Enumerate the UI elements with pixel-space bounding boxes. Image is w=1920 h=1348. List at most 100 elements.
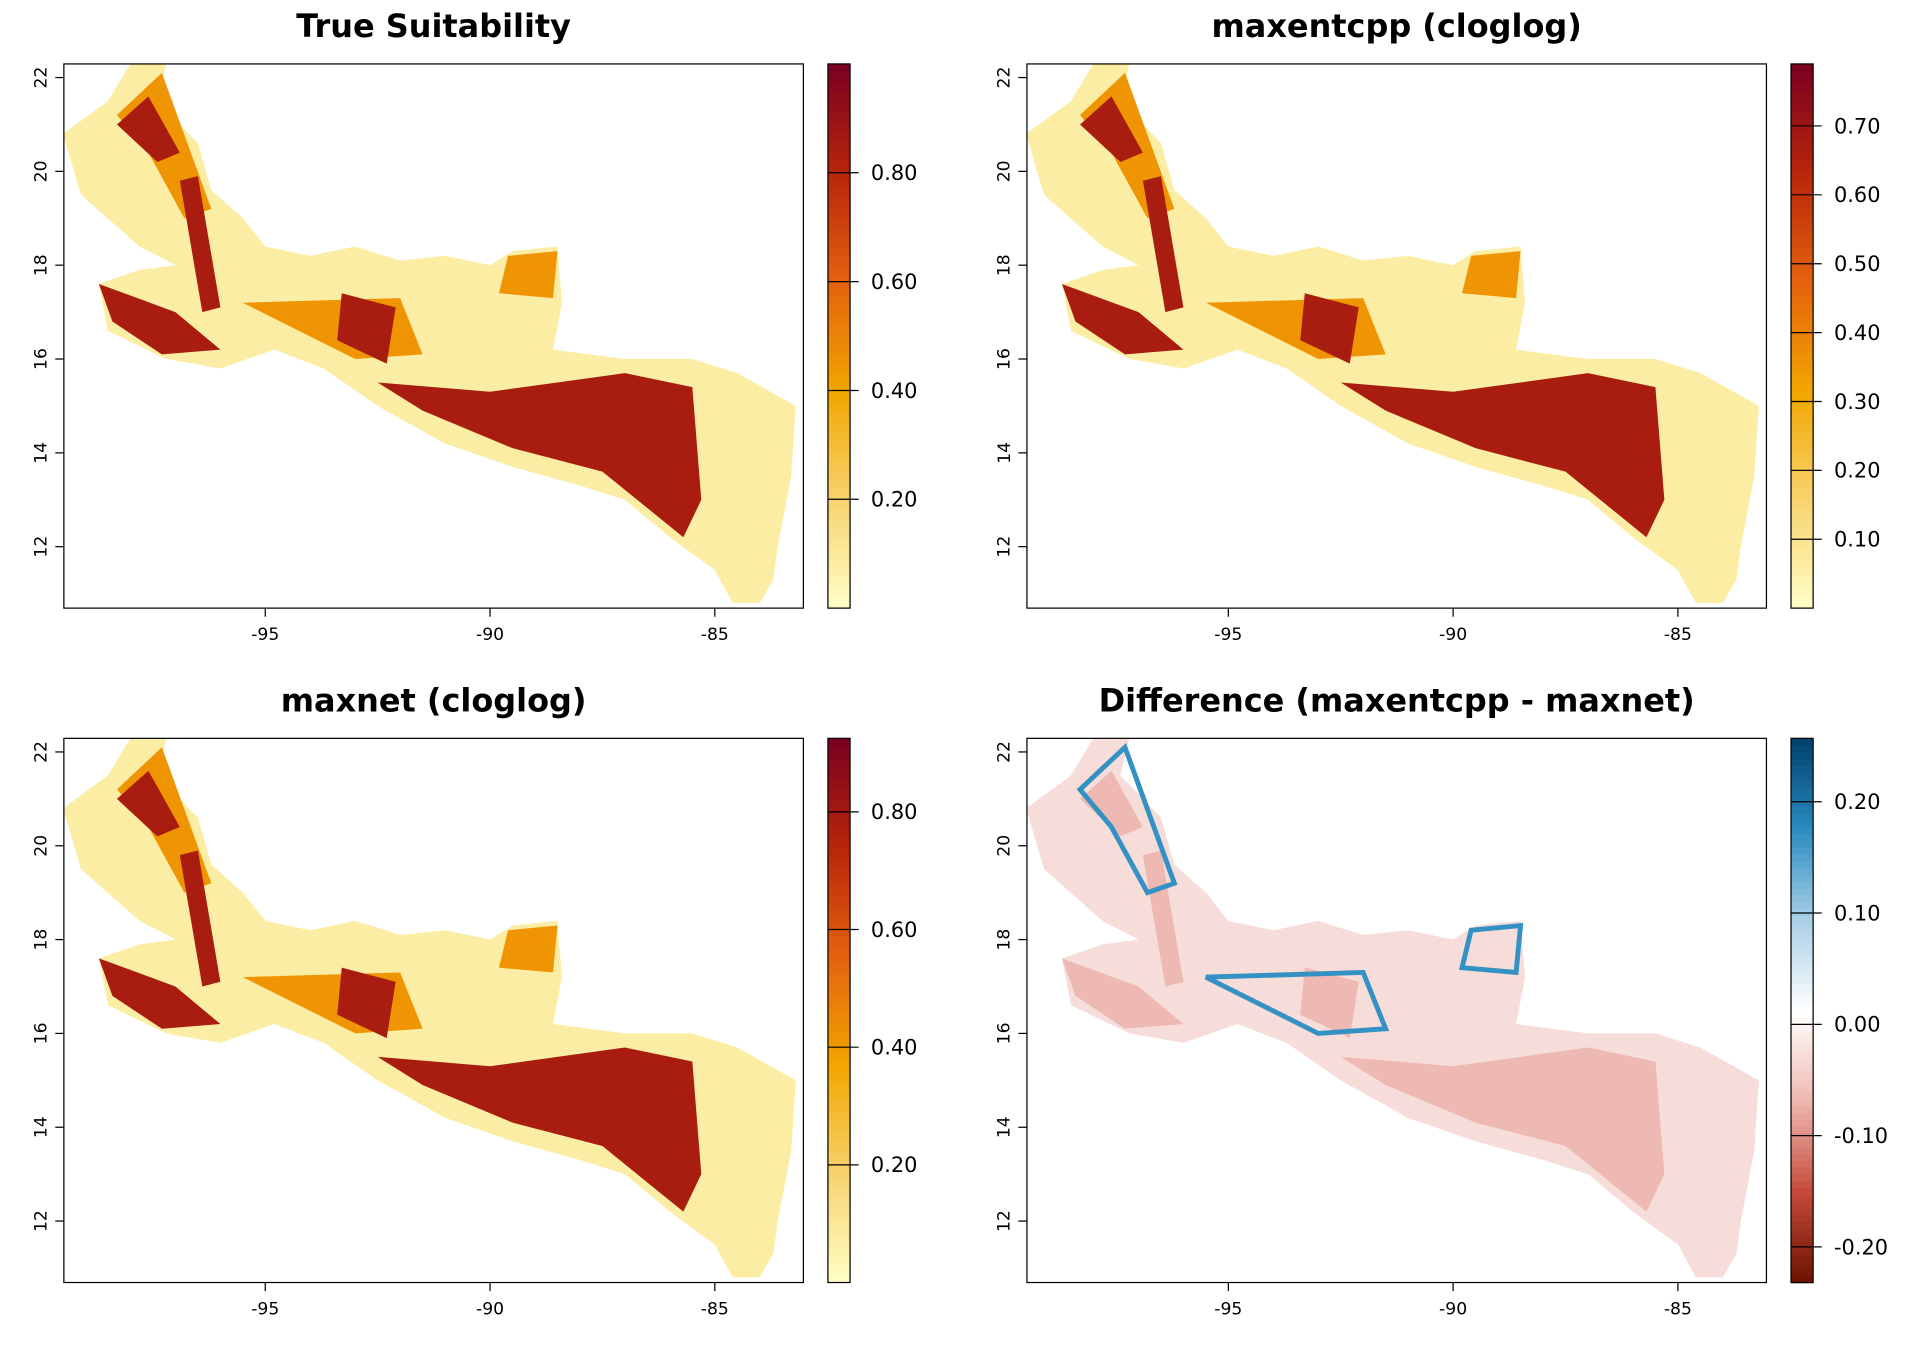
y-tick-label: 22	[32, 741, 52, 763]
colorbar-step	[827, 1003, 851, 1012]
colorbar-step	[827, 363, 851, 371]
colorbar-step	[1791, 70, 1814, 79]
colorbar-step	[1791, 738, 1814, 746]
colorbar-step	[1791, 867, 1814, 876]
colorbar-step	[1791, 417, 1814, 426]
colorbar-step	[827, 1228, 851, 1236]
colorbar-step	[827, 125, 851, 133]
colorbar-step	[827, 302, 851, 310]
colorbar-step	[827, 438, 851, 446]
colorbar-step	[1791, 91, 1814, 99]
colorbar-step	[827, 1214, 851, 1223]
colorbar-step	[827, 1010, 851, 1018]
colorbar-step	[1791, 1228, 1814, 1236]
colorbar-step	[827, 1248, 851, 1257]
map-region	[98, 283, 221, 355]
colorbar-step	[827, 111, 851, 120]
colorbar-step	[1791, 254, 1814, 262]
colorbar-step	[827, 1024, 851, 1032]
colorbar-step	[827, 996, 851, 1005]
map-region	[1076, 742, 1178, 896]
x-tick-label: -95	[1214, 1299, 1242, 1319]
colorbar-step	[827, 921, 851, 930]
plot-frame	[63, 63, 804, 609]
colorbar-step	[1791, 295, 1814, 303]
colorbar-tick-label: 0.40	[871, 379, 917, 403]
x-tick-label: -95	[251, 625, 279, 645]
colorbar-tick-label: 0.10	[1834, 901, 1880, 925]
colorbar-step	[827, 928, 851, 937]
colorbar-tick-label: 0.00	[1834, 1013, 1880, 1037]
panel-title: True Suitability	[296, 7, 571, 45]
colorbar-step	[1791, 1255, 1814, 1263]
x-tick-label: -85	[701, 625, 729, 645]
colorbar-step	[827, 506, 851, 514]
colorbar-step	[1791, 1003, 1814, 1012]
colorbar-tick-label: 0.10	[1834, 528, 1880, 552]
colorbar-tick-label: -0.10	[1834, 1124, 1888, 1148]
colorbar-step	[1791, 1119, 1814, 1127]
colorbar-step	[827, 213, 851, 222]
colorbar-step	[827, 587, 851, 596]
y-tick-label: 18	[995, 929, 1015, 951]
colorbar-step	[1791, 485, 1814, 494]
colorbar-step	[827, 519, 851, 528]
colorbar-step	[827, 765, 851, 774]
colorbar-step	[1791, 322, 1814, 330]
colorbar-step	[827, 172, 851, 181]
colorbar-step	[1791, 881, 1814, 889]
colorbar-step	[1791, 145, 1814, 154]
colorbar-step	[827, 152, 851, 160]
colorbar-tick-label: 0.40	[871, 1036, 917, 1060]
y-tick-label: 20	[995, 160, 1015, 182]
colorbar-step	[827, 1221, 851, 1229]
colorbar-step	[1791, 376, 1814, 385]
colorbar-step	[827, 84, 851, 92]
colorbar-step	[827, 206, 851, 215]
map-region	[1300, 967, 1359, 1039]
colorbar-frame	[827, 737, 851, 1284]
colorbar-step	[827, 342, 851, 351]
colorbar-step	[1791, 84, 1814, 92]
colorbar-step	[827, 404, 851, 412]
colorbar-step	[827, 329, 851, 337]
colorbar-step	[1791, 1092, 1814, 1100]
colorbar-step	[1791, 887, 1814, 896]
colorbar-step	[827, 779, 851, 787]
y-tick-label: 16	[995, 348, 1015, 370]
colorbar-step	[1791, 1098, 1814, 1107]
colorbar-step	[827, 1153, 851, 1161]
colorbar-step	[827, 867, 851, 876]
colorbar-step	[1791, 601, 1814, 609]
colorbar-step	[827, 1071, 851, 1080]
colorbar-step	[827, 478, 851, 487]
colorbar-step	[827, 97, 851, 106]
colorbar-step	[827, 1098, 851, 1107]
colorbar-step	[827, 1255, 851, 1263]
colorbar-step	[1791, 1187, 1814, 1195]
colorbar-step	[1791, 935, 1814, 944]
colorbar-step	[827, 63, 851, 72]
colorbar-step	[827, 594, 851, 603]
colorbar-step	[827, 179, 851, 188]
colorbar-step	[1791, 227, 1814, 235]
colorbar-step	[827, 295, 851, 303]
colorbar-step	[827, 772, 851, 780]
colorbar-step	[1791, 506, 1814, 514]
colorbar-step	[827, 1200, 851, 1209]
colorbar-step	[1791, 390, 1814, 398]
colorbar-step	[827, 935, 851, 944]
colorbar-step	[827, 881, 851, 889]
colorbar-step	[1791, 1248, 1814, 1257]
colorbar-step	[1791, 247, 1814, 256]
colorbar-step	[827, 574, 851, 582]
colorbar-step	[1791, 990, 1814, 998]
colorbar-step	[1791, 928, 1814, 937]
colorbar-step	[1791, 983, 1814, 991]
colorbar-step	[1791, 1126, 1814, 1134]
colorbar-step	[1791, 1051, 1814, 1059]
colorbar-step	[1791, 370, 1814, 378]
colorbar-step	[827, 431, 851, 439]
colorbar-tick-label: -0.20	[1834, 1235, 1888, 1259]
